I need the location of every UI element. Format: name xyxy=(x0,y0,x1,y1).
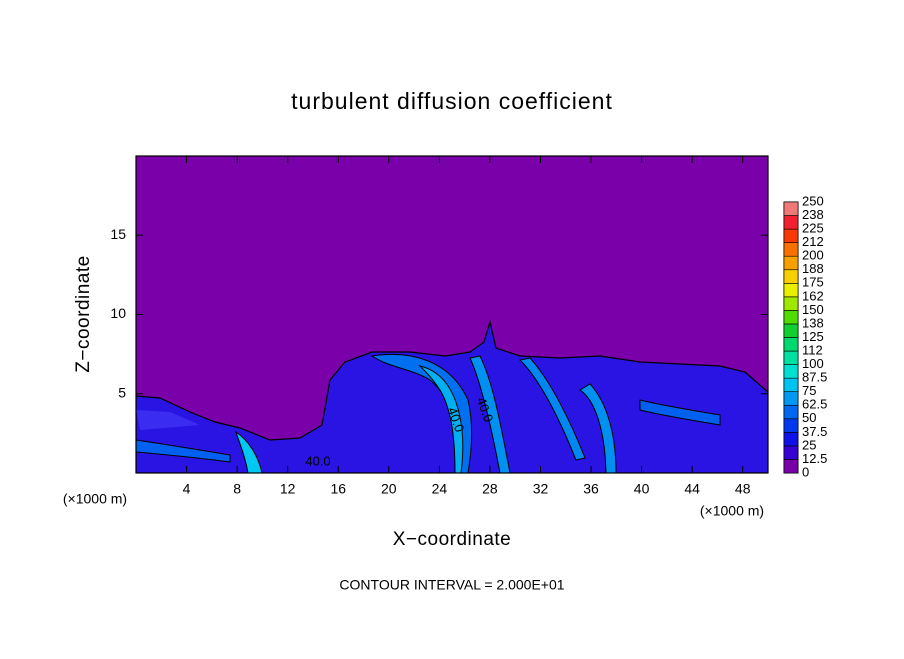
x-tick-label: 16 xyxy=(330,481,346,497)
y-tick-label: 15 xyxy=(110,226,126,242)
x-unit-label: (×1000 m) xyxy=(63,491,127,507)
y-axis-label: Z−coordinate xyxy=(73,255,94,372)
colorbar-swatch xyxy=(783,269,799,284)
colorbar-swatch xyxy=(783,432,799,447)
x-tick-label: 28 xyxy=(482,481,498,497)
colorbar-label: 138 xyxy=(802,315,824,330)
colorbar-label: 37.5 xyxy=(802,424,827,439)
x-tick-label: 20 xyxy=(381,481,397,497)
colorbar-swatch xyxy=(783,215,799,230)
colorbar-swatch xyxy=(783,418,799,433)
colorbar-swatch xyxy=(783,364,799,379)
colorbar-label: 100 xyxy=(802,356,824,371)
x-tick-label: 48 xyxy=(735,481,751,497)
field-streak xyxy=(518,357,586,461)
field-streak xyxy=(418,365,464,473)
colorbar-label: 225 xyxy=(802,221,824,236)
colorbar-label: 50 xyxy=(802,410,816,425)
x-tick-label: 8 xyxy=(233,481,241,497)
field-streak xyxy=(235,430,263,473)
colorbar-label: 212 xyxy=(802,234,824,249)
colorbar-swatch xyxy=(783,296,799,311)
x-tick-label: 32 xyxy=(533,481,549,497)
colorbar-label: 75 xyxy=(802,383,816,398)
colorbar-label: 112 xyxy=(802,342,823,357)
colorbar-label: 12.5 xyxy=(802,451,827,466)
colorbar-swatch xyxy=(783,323,799,338)
colorbar-label: 200 xyxy=(802,248,824,263)
colorbar-label: 0 xyxy=(802,464,809,479)
colorbar-label: 162 xyxy=(802,288,824,303)
x-tick-label: 44 xyxy=(684,481,700,497)
colorbar-swatch xyxy=(783,337,799,352)
y-tick-label: 10 xyxy=(110,305,126,321)
x-unit-label: (×1000 m) xyxy=(700,503,764,519)
colorbar-swatch xyxy=(783,310,799,325)
colorbar-swatch xyxy=(783,255,799,271)
x-axis-label: X−coordinate xyxy=(393,529,512,550)
field-streak xyxy=(136,439,231,463)
colorbar-swatch xyxy=(783,445,799,460)
chart-title: turbulent diffusion coefficient xyxy=(291,88,613,114)
colorbar-label: 175 xyxy=(802,275,824,290)
y-tick-label: 5 xyxy=(118,384,126,400)
colorbar-label: 25 xyxy=(802,437,816,452)
colorbar-swatch xyxy=(783,350,799,365)
field-streak xyxy=(639,399,721,426)
field-region xyxy=(136,410,200,430)
colorbar-label: 250 xyxy=(802,193,824,208)
colorbar-label: 188 xyxy=(802,261,824,276)
x-tick-label: 4 xyxy=(183,481,191,497)
contour-label: 40.0 xyxy=(305,453,330,468)
field xyxy=(136,156,768,473)
x-tick-label: 24 xyxy=(432,481,448,497)
colorbar-swatch xyxy=(783,282,799,298)
x-tick-label: 36 xyxy=(583,481,599,497)
colorbar-swatch xyxy=(783,459,799,474)
colorbar-swatch xyxy=(783,242,799,257)
x-tick-label: 12 xyxy=(280,481,296,497)
colorbar-swatch xyxy=(783,404,799,420)
colorbar-label: 62.5 xyxy=(802,397,827,412)
footnote: CONTOUR INTERVAL = 2.000E+01 xyxy=(339,577,564,593)
x-tick-label: 40 xyxy=(634,481,650,497)
colorbar-label: 125 xyxy=(802,329,824,344)
colorbar-swatch xyxy=(783,201,799,216)
colorbar-label: 238 xyxy=(802,207,824,222)
colorbar-swatch xyxy=(783,228,799,243)
colorbar-swatch xyxy=(783,377,799,392)
field-streak xyxy=(579,383,617,473)
colorbar-swatch xyxy=(783,391,799,406)
colorbar-label: 87.5 xyxy=(802,370,827,385)
colorbar-label: 150 xyxy=(802,302,824,317)
